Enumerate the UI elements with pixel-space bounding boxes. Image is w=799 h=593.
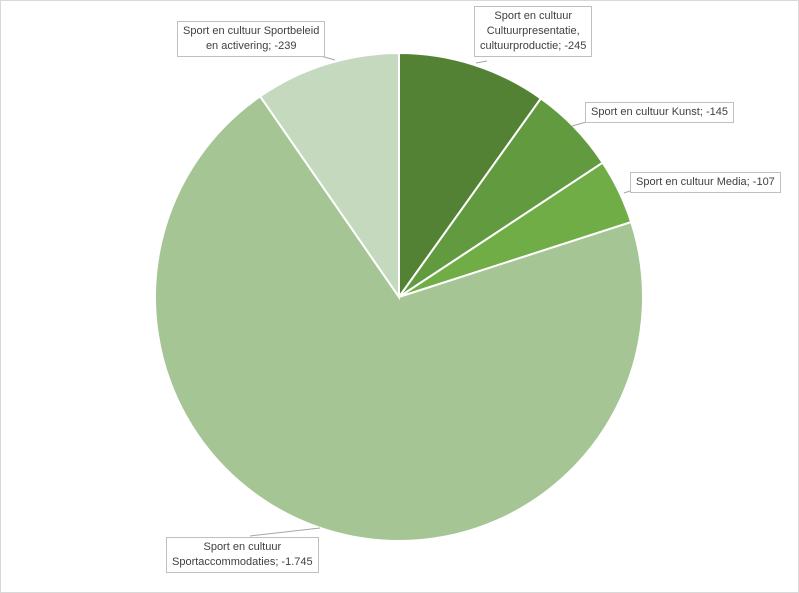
- pie-slice-sportbeleid: [258, 51, 400, 301]
- pie-slices: [154, 51, 644, 542]
- data-label-cultuurpresentatie: Sport en cultuur Cultuurpresentatie, cul…: [474, 6, 593, 57]
- pie-slice-cultuurpresentatie: [398, 51, 543, 301]
- pie-slice-sportaccommodaties: [154, 94, 644, 542]
- data-label-sportbeleid: Sport en cultuur Sportbeleid en activeri…: [177, 21, 326, 57]
- data-label-kunst: Sport en cultuur Kunst; -145: [585, 102, 734, 123]
- leader-line-cultuurpresentatie: [475, 60, 488, 64]
- leader-line-sportaccommodaties: [249, 527, 321, 537]
- data-label-sportaccommodaties: Sport en cultuur Sportaccommodaties; -1.…: [166, 537, 319, 573]
- data-label-media: Sport en cultuur Media; -107: [630, 172, 781, 193]
